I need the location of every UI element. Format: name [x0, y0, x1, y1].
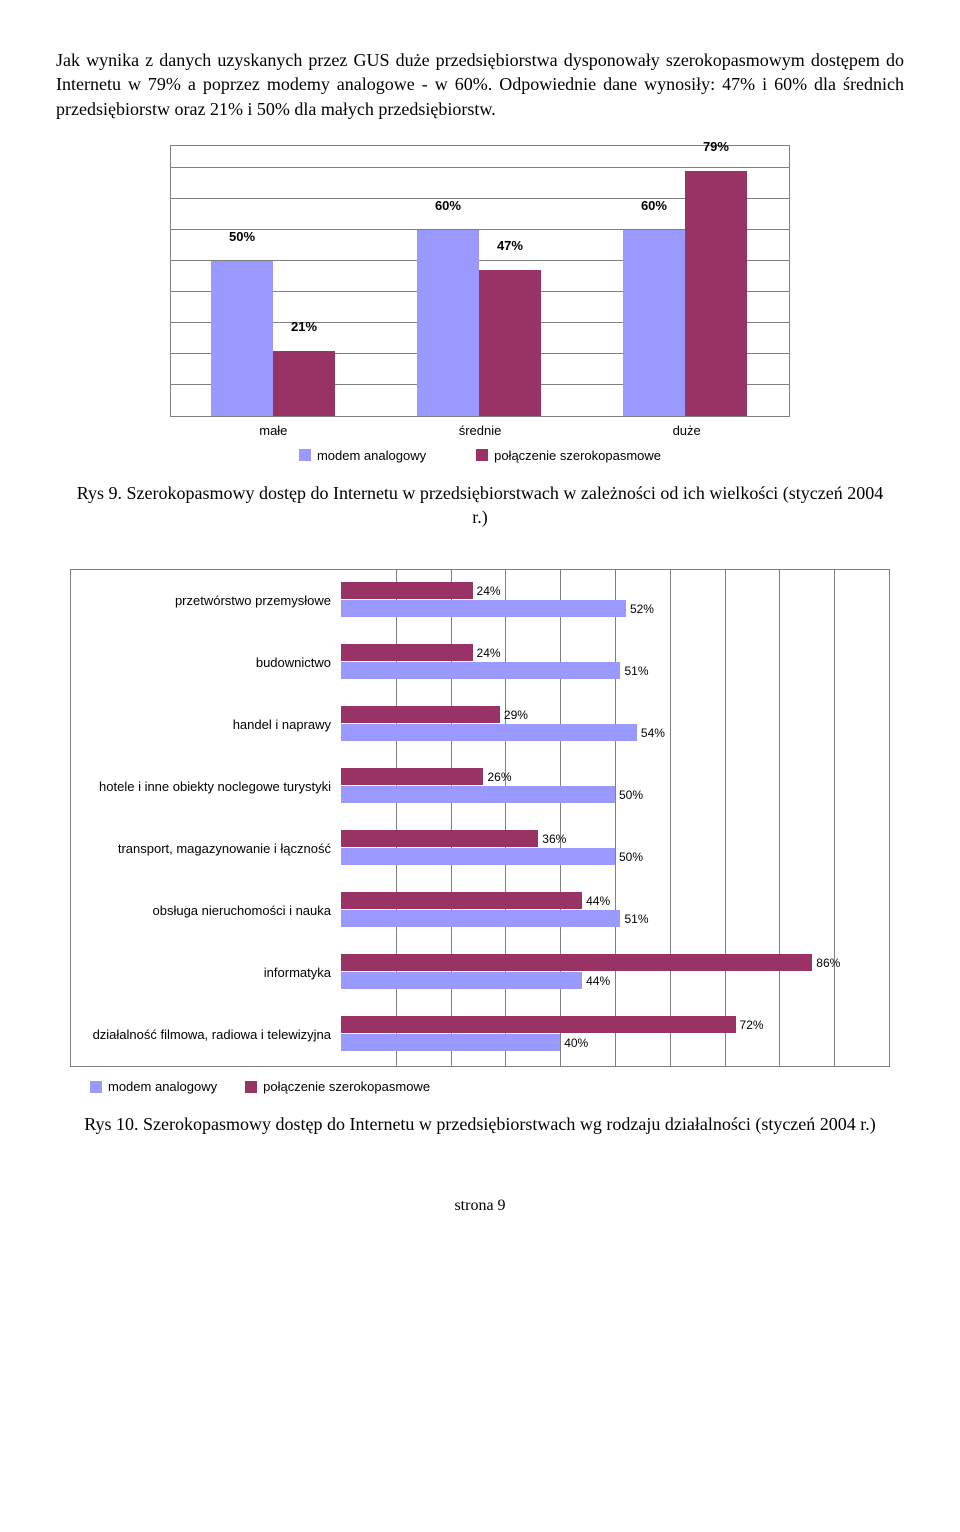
legend-swatch — [245, 1081, 257, 1093]
chart2-value-label: 26% — [487, 770, 511, 784]
chart2-bar-modem — [341, 786, 615, 803]
chart1-xaxis: małeśrednieduże — [170, 423, 790, 438]
chart1-caption: Rys 9. Szerokopasmowy dostęp do Internet… — [70, 481, 890, 530]
chart1-bar — [417, 230, 479, 416]
chart1-legend: modem analogowy połączenie szerokopasmowe — [170, 448, 790, 463]
legend-swatch — [299, 449, 311, 461]
chart1-value-label: 21% — [291, 319, 317, 334]
chart2-bars: 24% 52% 24% 51% 29% 54% 26% 50% 36% 50% 44% 51% 86% 4… — [341, 570, 889, 1066]
chart1-group: 50% 21% — [171, 146, 377, 416]
chart2-gridline — [505, 570, 506, 1066]
chart2-ylabel: transport, magazynowanie i łączność — [71, 818, 341, 880]
chart2-ylabel: budownictwo — [71, 632, 341, 694]
chart2-value-label: 51% — [624, 664, 648, 678]
chart2-gridline — [725, 570, 726, 1066]
chart2-legend: modem analogowy połączenie szerokopasmowe — [70, 1079, 890, 1094]
chart2-bar-szeroko — [341, 892, 582, 909]
chart2-value-label: 44% — [586, 894, 610, 908]
chart1-legend-item: połączenie szerokopasmowe — [476, 448, 661, 463]
chart2-bar-szeroko — [341, 706, 500, 723]
chart2: przetwórstwo przemysłowebudownictwohande… — [70, 569, 890, 1094]
chart2-value-label: 40% — [564, 1036, 588, 1050]
chart2-ylabel: przetwórstwo przemysłowe — [71, 570, 341, 632]
chart2-value-label: 24% — [477, 646, 501, 660]
chart2-value-label: 36% — [542, 832, 566, 846]
chart2-plot: przetwórstwo przemysłowebudownictwohande… — [70, 569, 890, 1067]
chart2-value-label: 24% — [477, 584, 501, 598]
chart2-value-label: 44% — [586, 974, 610, 988]
chart1-value-label: 60% — [435, 198, 461, 213]
chart1-value-label: 60% — [641, 198, 667, 213]
chart1: 50% 21% 60% 47% 60%79% małeśrednieduże modem… — [170, 145, 790, 463]
chart2-ylabel: działalność filmowa, radiowa i telewizyj… — [71, 1004, 341, 1066]
chart1-group: 60% 47% — [377, 146, 583, 416]
chart2-gridline — [779, 570, 780, 1066]
page-footer: strona 9 — [56, 1197, 904, 1215]
chart2-bar-modem — [341, 724, 637, 741]
chart2-value-label: 72% — [740, 1018, 764, 1032]
chart1-group: 60%79% — [583, 146, 789, 416]
legend-label: modem analogowy — [108, 1079, 217, 1094]
chart2-value-label: 54% — [641, 726, 665, 740]
chart1-value-label: 50% — [229, 229, 255, 244]
legend-label: połączenie szerokopasmowe — [263, 1079, 430, 1094]
legend-label: połączenie szerokopasmowe — [494, 448, 661, 463]
chart2-legend-item: modem analogowy — [90, 1079, 217, 1094]
chart2-bar-modem — [341, 600, 626, 617]
chart2-ylabel: informatyka — [71, 942, 341, 1004]
chart2-ylabels: przetwórstwo przemysłowebudownictwohande… — [71, 570, 341, 1066]
chart1-bar — [685, 171, 747, 416]
chart2-bar-modem — [341, 1034, 560, 1051]
chart1-bar — [623, 230, 685, 416]
chart2-value-label: 51% — [624, 912, 648, 926]
chart2-ylabel: hotele i inne obiekty noclegowe turystyk… — [71, 756, 341, 818]
chart2-bar-szeroko — [341, 644, 473, 661]
chart1-legend-item: modem analogowy — [299, 448, 426, 463]
chart2-bar-szeroko — [341, 830, 538, 847]
chart2-bar-szeroko — [341, 582, 473, 599]
chart2-value-label: 50% — [619, 788, 643, 802]
chart2-bar-modem — [341, 662, 620, 679]
chart2-value-label: 52% — [630, 602, 654, 616]
chart1-value-label: 79% — [703, 139, 729, 154]
intro-paragraph: Jak wynika z danych uzyskanych przez GUS… — [56, 48, 904, 121]
chart2-gridline — [834, 570, 835, 1066]
chart2-gridline — [670, 570, 671, 1066]
chart1-xtick: duże — [583, 423, 790, 438]
chart2-ylabel: obsługa nieruchomości i nauka — [71, 880, 341, 942]
chart2-bar-szeroko — [341, 768, 483, 785]
chart2-bar-modem — [341, 848, 615, 865]
legend-swatch — [90, 1081, 102, 1093]
chart2-bar-modem — [341, 910, 620, 927]
chart2-gridline — [560, 570, 561, 1066]
chart1-bar — [479, 270, 541, 416]
chart2-legend-item: połączenie szerokopasmowe — [245, 1079, 430, 1094]
legend-label: modem analogowy — [317, 448, 426, 463]
legend-swatch — [476, 449, 488, 461]
chart2-caption: Rys 10. Szerokopasmowy dostęp do Interne… — [70, 1112, 890, 1136]
chart2-value-label: 29% — [504, 708, 528, 722]
chart1-xtick: średnie — [377, 423, 584, 438]
chart1-plot: 50% 21% 60% 47% 60%79% — [170, 145, 790, 417]
chart2-value-label: 50% — [619, 850, 643, 864]
chart1-value-label: 47% — [497, 238, 523, 253]
chart1-xtick: małe — [170, 423, 377, 438]
chart2-bar-szeroko — [341, 954, 812, 971]
chart2-value-label: 86% — [816, 956, 840, 970]
chart2-bar-szeroko — [341, 1016, 736, 1033]
chart2-gridline — [615, 570, 616, 1066]
chart2-bar-modem — [341, 972, 582, 989]
chart1-bar — [273, 351, 335, 416]
chart1-bar — [211, 261, 273, 416]
chart2-ylabel: handel i naprawy — [71, 694, 341, 756]
